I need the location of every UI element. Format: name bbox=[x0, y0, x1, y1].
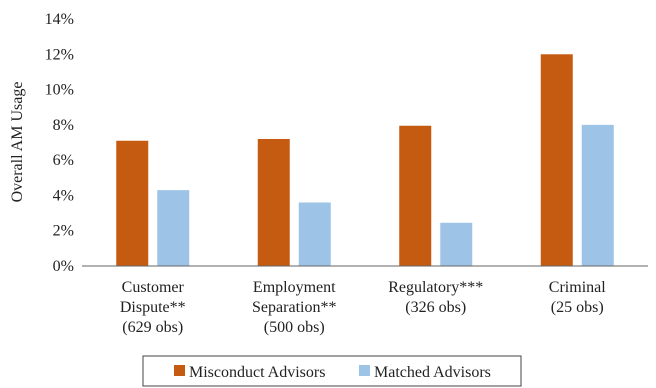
y-tick-label: 8% bbox=[53, 117, 74, 134]
bars bbox=[116, 54, 614, 267]
category-label-line: (25 obs) bbox=[551, 299, 604, 316]
category-label-line: (500 obs) bbox=[264, 319, 325, 336]
bar-misconduct-0 bbox=[116, 140, 149, 266]
legend-swatch-matched bbox=[359, 365, 370, 376]
category-label: Employment Separation** (500 obs) bbox=[252, 279, 336, 336]
y-tick-label: 4% bbox=[53, 187, 74, 204]
category-label-line: Dispute** bbox=[120, 299, 186, 316]
category-labels: Customer Dispute** (629 obs) Employment Sepa… bbox=[120, 279, 606, 336]
legend-label-matched: Matched Advisors bbox=[374, 364, 491, 381]
category-label-line: Employment bbox=[253, 279, 336, 296]
category-label: Customer Dispute** (629 obs) bbox=[120, 279, 186, 336]
legend-label-misconduct: Misconduct Advisors bbox=[189, 364, 325, 381]
category-label-line: Customer bbox=[122, 279, 185, 296]
y-axis-title-group: Overall AM Usage bbox=[9, 82, 26, 203]
y-tick-labels: 0% 2% 4% 6% 8% 10% 12% 14% bbox=[45, 11, 74, 275]
category-label-line: (326 obs) bbox=[405, 299, 466, 316]
category-label-line: Separation** bbox=[252, 299, 336, 316]
y-tick-label: 12% bbox=[45, 46, 74, 63]
bar-matched-0 bbox=[157, 190, 190, 266]
y-tick-label: 2% bbox=[53, 223, 74, 240]
bar-matched-3 bbox=[581, 124, 614, 266]
category-label-line: Criminal bbox=[549, 279, 606, 296]
category-label-line: Regulatory*** bbox=[388, 279, 483, 296]
category-label: Criminal (25 obs) bbox=[549, 279, 606, 316]
bar-matched-1 bbox=[298, 202, 331, 266]
legend-box bbox=[142, 355, 522, 387]
bar-matched-2 bbox=[440, 222, 473, 266]
category-label-line: (629 obs) bbox=[122, 319, 183, 336]
y-tick-label: 0% bbox=[53, 258, 74, 275]
bar-misconduct-2 bbox=[399, 125, 432, 266]
bar-misconduct-1 bbox=[257, 138, 290, 266]
y-tick-label: 10% bbox=[45, 82, 74, 99]
y-tick-label: 14% bbox=[45, 11, 74, 28]
legend-swatch-misconduct bbox=[174, 365, 185, 376]
y-tick-label: 6% bbox=[53, 152, 74, 169]
category-label: Regulatory*** (326 obs) bbox=[388, 279, 483, 316]
bar-misconduct-3 bbox=[540, 54, 573, 267]
legend: Misconduct Advisors Matched Advisors bbox=[142, 355, 522, 387]
y-axis-title: Overall AM Usage bbox=[9, 82, 26, 203]
